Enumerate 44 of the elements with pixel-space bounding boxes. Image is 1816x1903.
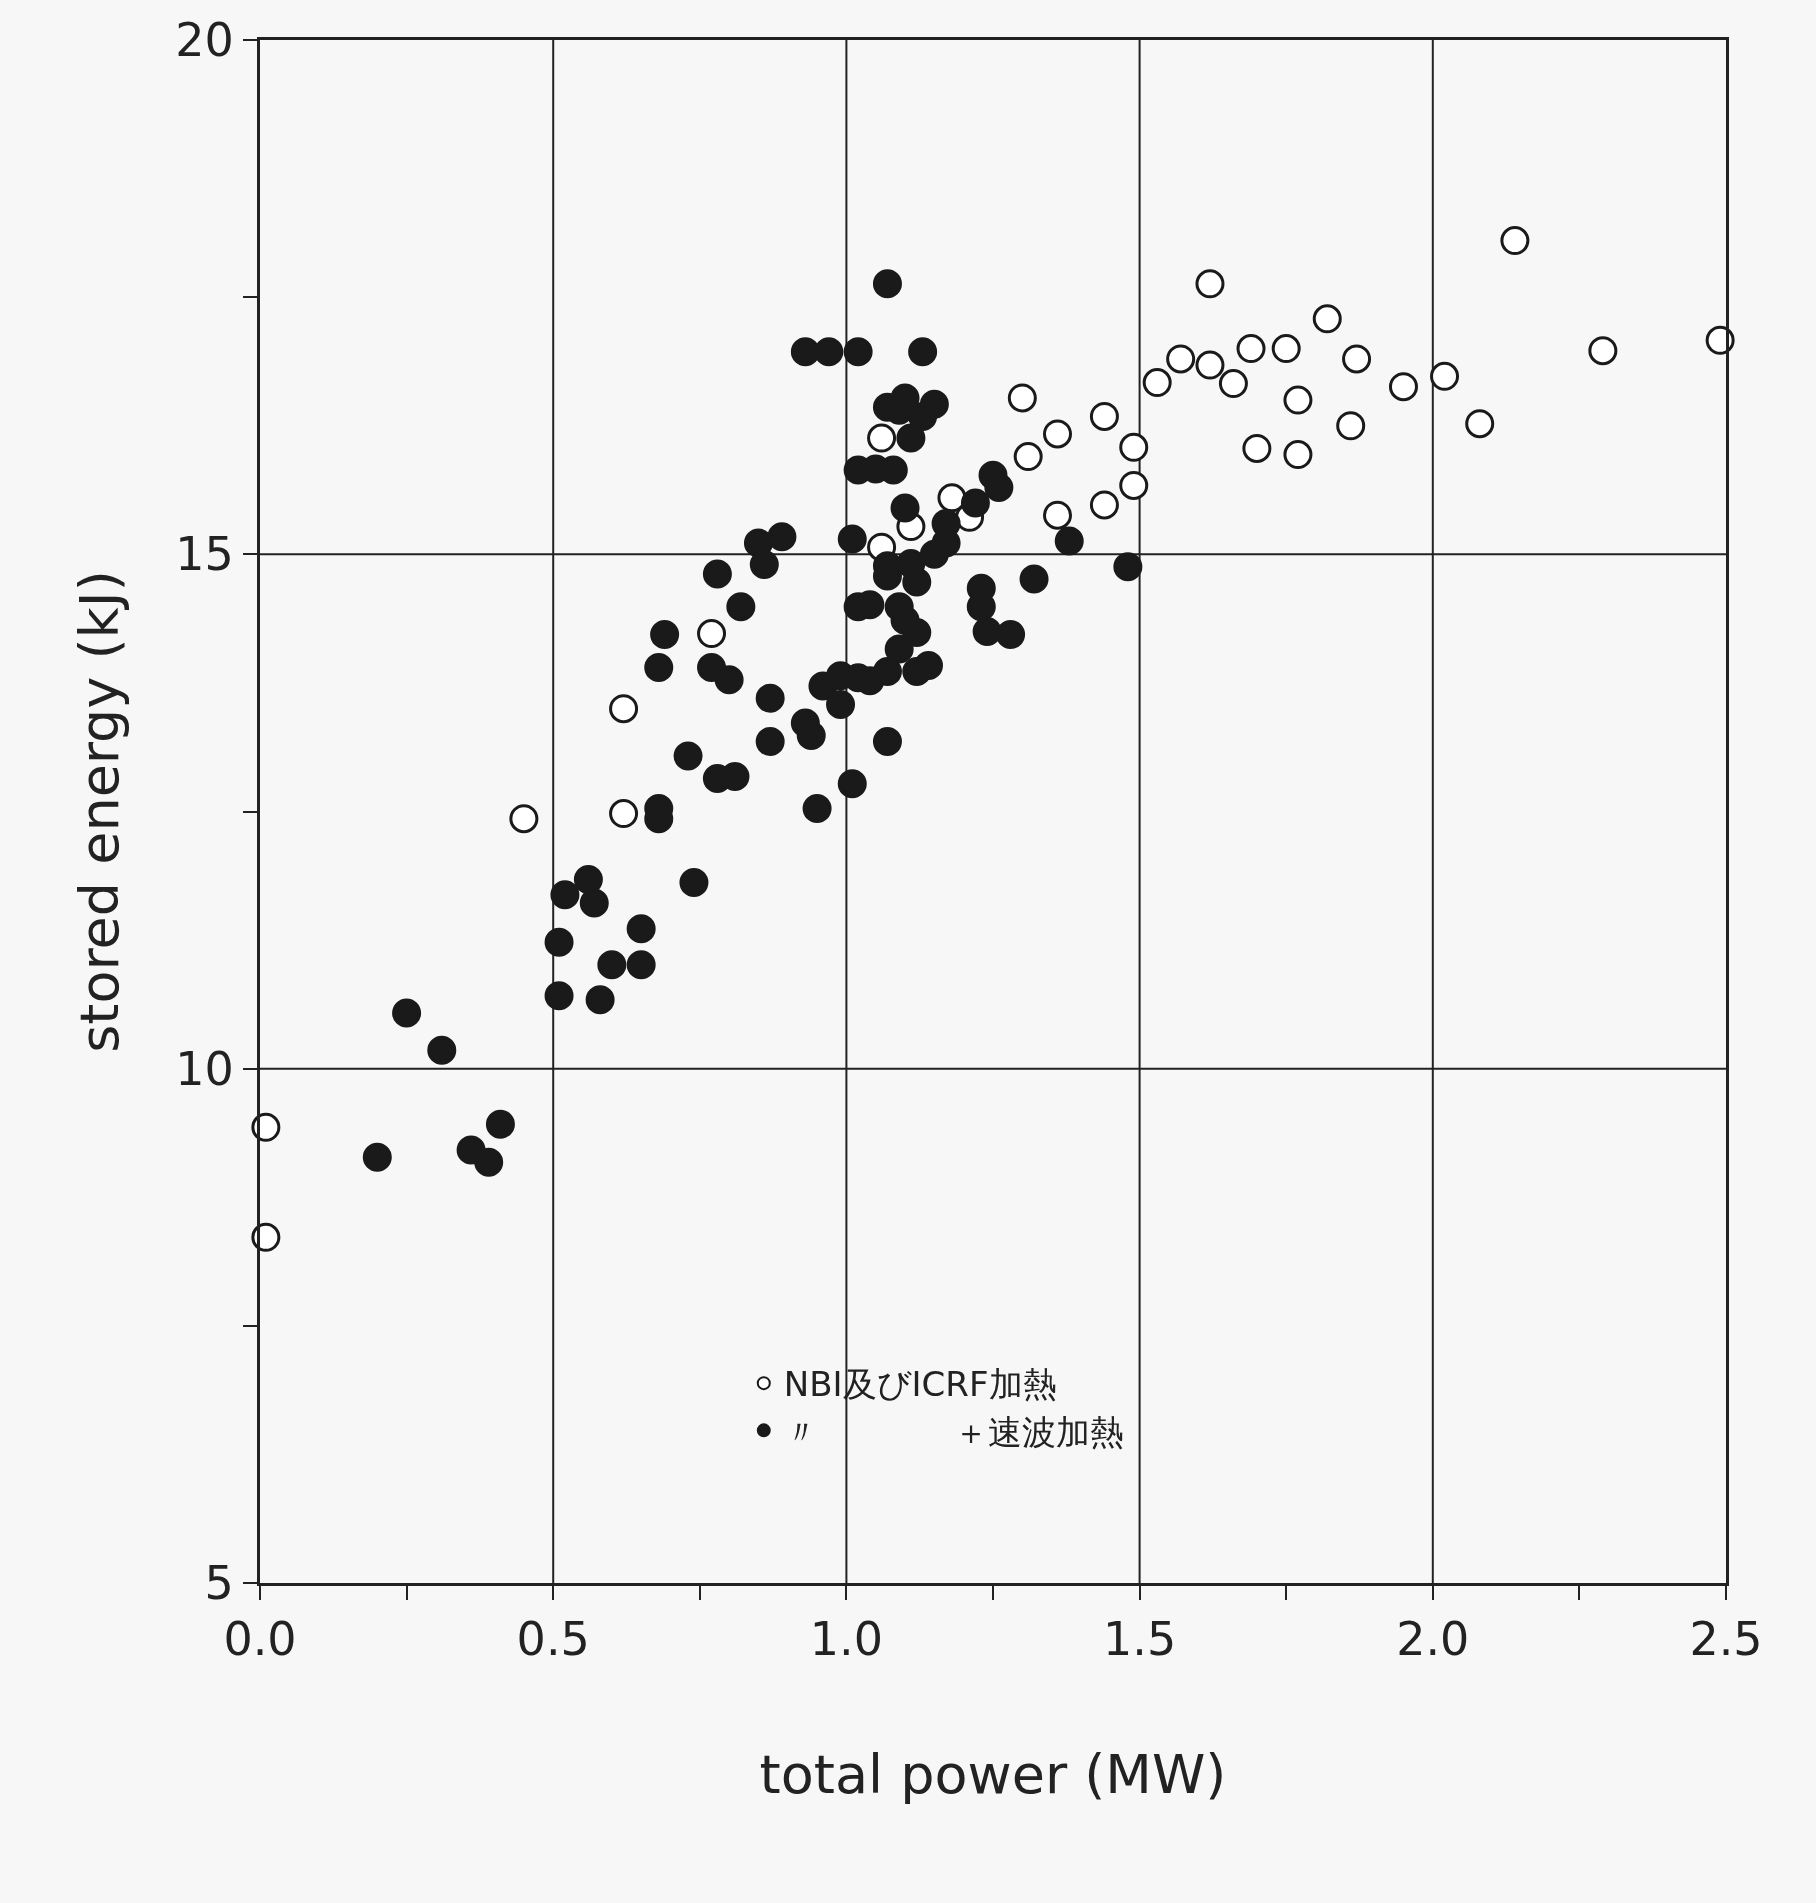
point	[867, 423, 897, 453]
point	[1013, 442, 1043, 472]
x-tick-label: 1.0	[809, 1612, 883, 1667]
point	[1195, 269, 1225, 299]
point	[1236, 334, 1266, 364]
point	[1166, 344, 1196, 374]
point	[1218, 369, 1248, 399]
x-tick-label: 0.0	[223, 1612, 297, 1667]
point	[1342, 344, 1372, 374]
y-tick-label: 20	[175, 13, 234, 68]
point	[1089, 401, 1119, 431]
point	[1465, 409, 1495, 439]
point	[609, 694, 639, 724]
y-tick-label: 15	[175, 527, 234, 582]
point	[697, 619, 727, 649]
point	[1195, 350, 1225, 380]
point	[1271, 334, 1301, 364]
point	[1430, 361, 1460, 391]
y-tick-label: 10	[175, 1041, 234, 1096]
x-tick-label: 1.5	[1103, 1612, 1177, 1667]
x-axis-title: total power (MW)	[759, 1742, 1227, 1806]
point	[1588, 336, 1618, 366]
point	[509, 804, 539, 834]
point	[1336, 411, 1366, 441]
point	[1283, 440, 1313, 470]
point	[1043, 419, 1072, 449]
point	[1142, 368, 1172, 398]
point	[1312, 304, 1342, 334]
x-tick-label: 2.5	[1689, 1612, 1763, 1667]
point	[1119, 470, 1149, 500]
point	[1007, 383, 1037, 413]
point	[609, 799, 639, 829]
point	[1388, 372, 1418, 402]
point	[1089, 490, 1119, 520]
point	[1119, 432, 1149, 462]
x-tick-label: 0.5	[516, 1612, 590, 1667]
point	[1242, 433, 1272, 463]
y-tick-label: 5	[204, 1556, 234, 1611]
x-tick-label: 2.0	[1396, 1612, 1470, 1667]
point	[1283, 385, 1313, 415]
y-axis-title: stored energy (kJ)	[67, 570, 131, 1053]
legend-label: 〃 ＋速波加熱	[783, 1411, 1124, 1452]
point	[1043, 500, 1072, 530]
point	[1500, 226, 1530, 256]
